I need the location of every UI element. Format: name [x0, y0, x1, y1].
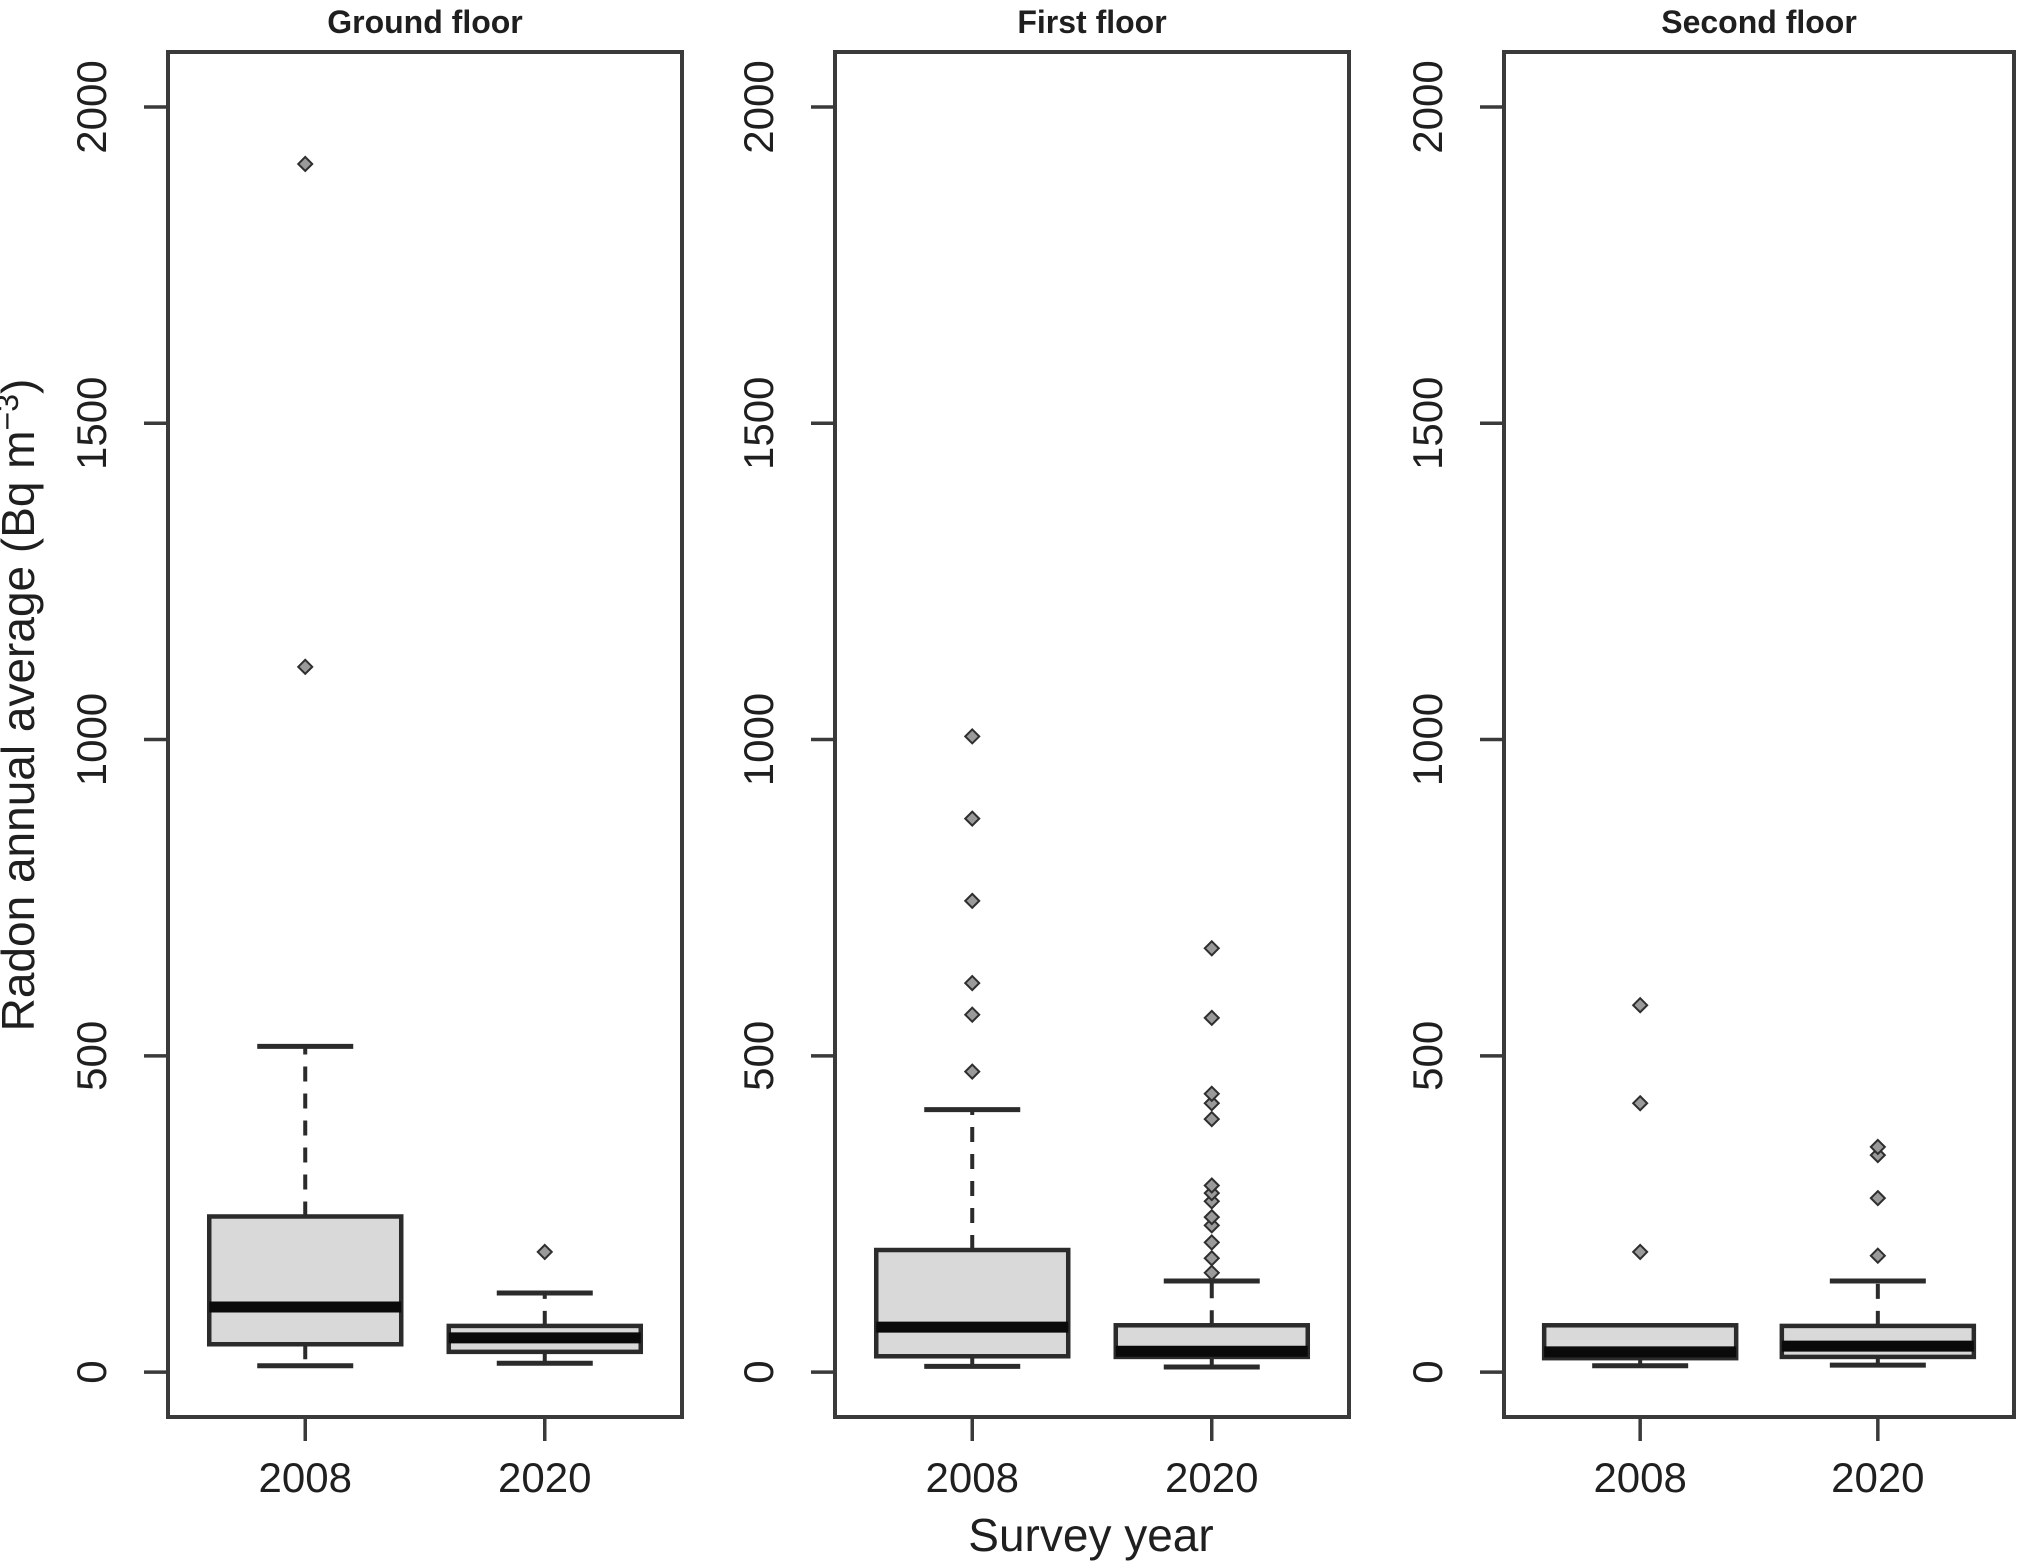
outlier-point — [1869, 1189, 1887, 1207]
outlier-point — [1203, 1234, 1221, 1251]
outlier-point — [1203, 1094, 1221, 1112]
y-tick-label: 1000 — [1404, 693, 1451, 786]
outlier-point — [963, 1006, 981, 1024]
plot-frame — [1502, 50, 2016, 1419]
outlier-point — [963, 810, 981, 828]
outlier-point — [1631, 1094, 1649, 1112]
boxplot-2020 — [1113, 939, 1311, 1370]
outlier-point — [1203, 1085, 1221, 1103]
x-tick-label: 2020 — [1831, 1454, 1924, 1501]
outlier-point — [296, 155, 314, 173]
outlier-point — [536, 1243, 554, 1261]
y-tick-label: 0 — [735, 1360, 782, 1383]
panel-second-floor: 0 500 1000 1500 2000 2008 2020 Second floor — [1404, 4, 2016, 1501]
y-tick-label: 1500 — [68, 377, 115, 470]
outlier-point — [1203, 1264, 1221, 1282]
y-tick-label: 1500 — [735, 377, 782, 470]
outlier-point — [1203, 1110, 1221, 1128]
boxplot-2008 — [1541, 996, 1739, 1369]
y-tick-label: 1000 — [68, 693, 115, 786]
x-axis-title: Survey year — [968, 1509, 1213, 1561]
box-iqr — [206, 1214, 404, 1347]
outlier-point — [1203, 939, 1221, 957]
outlier-point — [296, 658, 314, 676]
panel-first-floor: 0 500 1000 1500 2000 2008 2020 First floor — [735, 4, 1351, 1501]
y-tick-label: 2000 — [1404, 60, 1451, 153]
outlier-point — [1869, 1138, 1887, 1156]
y-tick-label: 1000 — [735, 693, 782, 786]
y-tick-label: 1500 — [1404, 377, 1451, 470]
plot-frame — [166, 50, 684, 1419]
y-tick-label: 0 — [1404, 1360, 1451, 1383]
outlier-point — [1203, 1009, 1221, 1027]
y-tick-label: 500 — [735, 1021, 782, 1091]
outlier-point — [963, 892, 981, 910]
panel-title: Second floor — [1661, 4, 1857, 40]
outlier-point — [963, 974, 981, 992]
x-tick-label: 2008 — [259, 1454, 352, 1501]
y-tick-label: 2000 — [735, 60, 782, 153]
y-axis-title: Radon annual average (Bq m−3) — [0, 379, 44, 1032]
y-tick-label: 0 — [68, 1360, 115, 1383]
outlier-point — [1869, 1247, 1887, 1265]
y-tick-label: 500 — [68, 1021, 115, 1091]
plot-frame — [833, 50, 1351, 1419]
boxplot-2008 — [873, 727, 1071, 1369]
outlier-point — [963, 1063, 981, 1081]
boxplot-2020 — [446, 1243, 644, 1366]
y-tick-label: 500 — [1404, 1021, 1451, 1091]
x-tick-label: 2020 — [498, 1454, 591, 1501]
panel-title: Ground floor — [327, 4, 523, 40]
panel-ground-floor: 0 500 1000 1500 2000 2008 2020 Ground floor — [68, 4, 684, 1501]
x-tick-label: 2008 — [1593, 1454, 1686, 1501]
box-iqr — [873, 1247, 1071, 1359]
boxplot-2020 — [1779, 1138, 1977, 1368]
outlier-point — [1203, 1249, 1221, 1267]
x-tick-label: 2008 — [926, 1454, 1019, 1501]
x-tick-label: 2020 — [1165, 1454, 1258, 1501]
outlier-point — [1203, 1177, 1221, 1194]
outlier-point — [1631, 1243, 1649, 1261]
outlier-point — [1203, 1208, 1221, 1226]
boxplot-2008 — [206, 155, 404, 1369]
outlier-point — [963, 727, 981, 745]
outlier-point — [1631, 996, 1649, 1014]
panel-title: First floor — [1017, 4, 1166, 40]
y-tick-label: 2000 — [68, 60, 115, 153]
